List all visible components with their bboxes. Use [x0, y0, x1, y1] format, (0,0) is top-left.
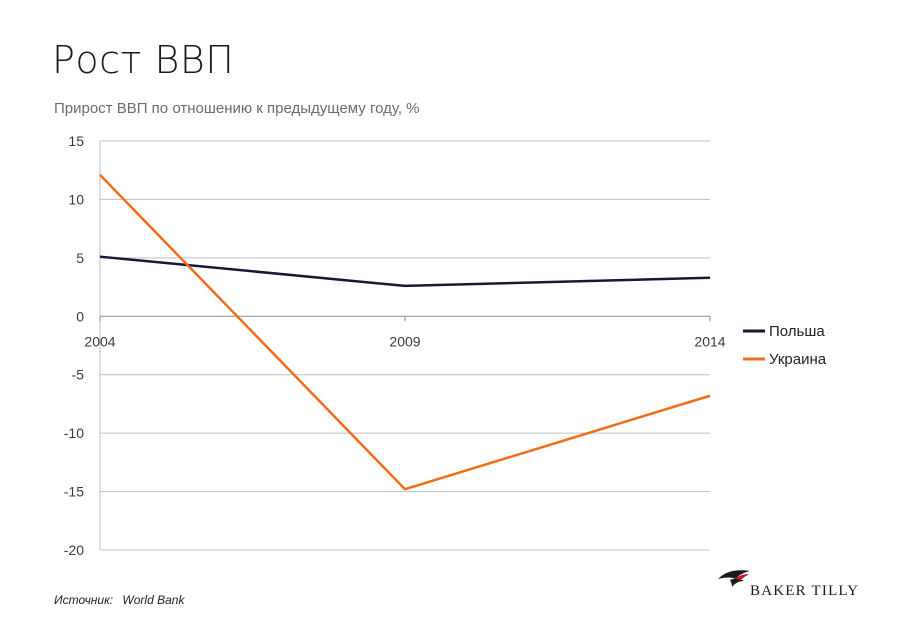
- series-line-2: [99, 174, 711, 491]
- axis-layer: 15 10 5 0 -5 -10 -15 -20 2004 2009 2014: [64, 133, 726, 558]
- x-tick-label: 2004: [84, 333, 115, 349]
- legend-label: Украина: [769, 351, 827, 368]
- y-tick-label: 5: [76, 250, 84, 266]
- chart-subtitle: Прирост ВВП по отношению к предыдущему г…: [54, 100, 420, 117]
- y-tick-label: 10: [68, 191, 84, 207]
- source-note: Источник: World Bank: [54, 593, 184, 607]
- y-tick-label: 0: [76, 308, 84, 324]
- logo-wordmark: BAKER TILLY: [750, 583, 860, 599]
- series-line-1: [99, 255, 711, 288]
- x-tick-label: 2014: [694, 333, 725, 349]
- source-label: Источник:: [54, 593, 114, 607]
- y-tick-label: 15: [68, 133, 84, 149]
- y-tick-label: -10: [64, 425, 84, 441]
- page-title: Рост ВВП: [52, 38, 235, 82]
- grid-layer: [100, 140, 710, 551]
- y-tick-label: -20: [64, 542, 84, 558]
- bird-logo-icon: [718, 570, 750, 587]
- baker-tilly-logo: BAKER TILLY: [716, 567, 866, 607]
- y-tick-label: -15: [64, 484, 84, 500]
- legend: Польша Украина: [743, 323, 827, 368]
- legend-label: Польша: [769, 323, 825, 340]
- series-layer: [99, 174, 711, 491]
- x-tick-label: 2009: [389, 333, 420, 349]
- source-value: World Bank: [122, 593, 185, 607]
- y-tick-label: -5: [72, 367, 85, 383]
